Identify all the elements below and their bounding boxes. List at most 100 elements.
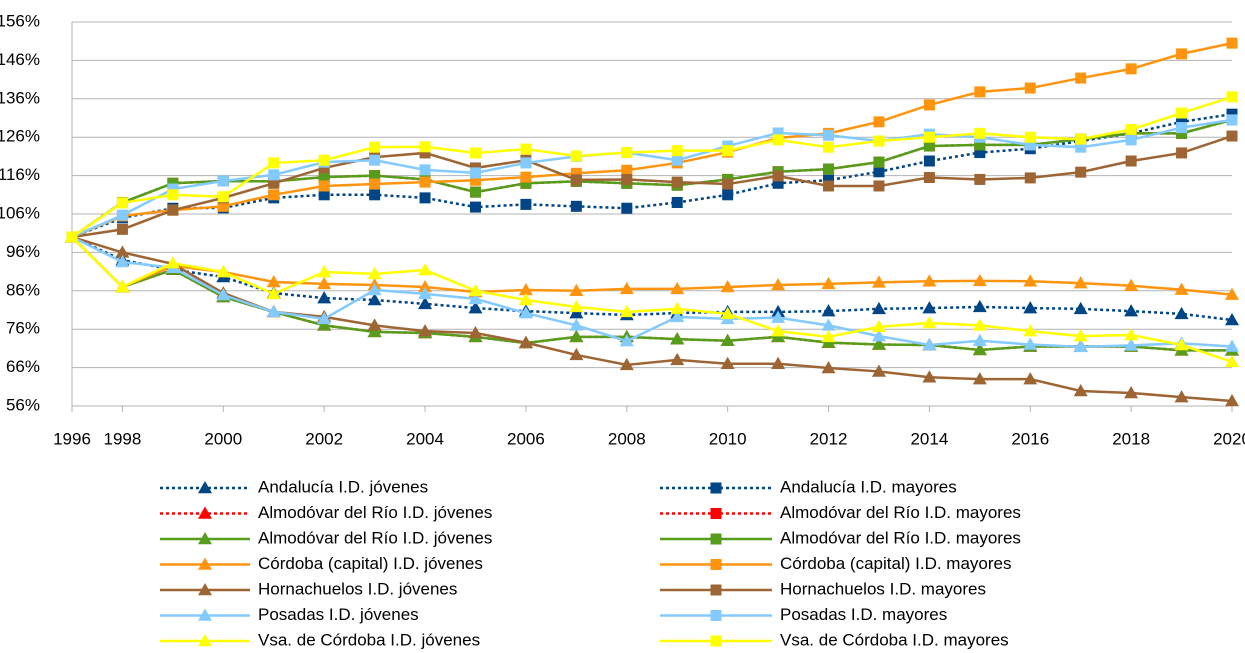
data-point-marker bbox=[873, 180, 885, 192]
data-point-marker bbox=[418, 279, 433, 293]
data-point-marker bbox=[1075, 166, 1087, 178]
y-tick-label: 56% bbox=[6, 395, 40, 414]
data-point-marker bbox=[266, 274, 281, 288]
legend-marker bbox=[198, 557, 212, 570]
data-point-marker bbox=[621, 202, 633, 214]
legend-label: Almodóvar del Río I.D. jóvenes bbox=[258, 528, 492, 547]
data-point-marker bbox=[871, 364, 886, 377]
data-point-marker bbox=[317, 318, 332, 331]
data-point-marker bbox=[369, 178, 381, 190]
data-point-marker bbox=[419, 141, 431, 153]
data-point-marker bbox=[974, 139, 986, 151]
y-tick-label: 86% bbox=[6, 280, 40, 299]
legend-label: Almodóvar del Río I.D. mayores bbox=[780, 503, 1021, 522]
legend-marker bbox=[710, 482, 722, 494]
y-tick-label: 96% bbox=[6, 242, 40, 261]
data-point-marker bbox=[367, 293, 382, 306]
data-point-marker bbox=[418, 286, 433, 300]
data-point-marker bbox=[1125, 134, 1137, 146]
data-point-marker bbox=[1174, 337, 1189, 351]
x-tick-label: 2002 bbox=[305, 429, 343, 448]
data-point-marker bbox=[720, 279, 735, 293]
legend-marker bbox=[710, 610, 722, 621]
data-point-marker bbox=[972, 273, 987, 287]
data-point-marker bbox=[318, 162, 330, 174]
data-point-marker bbox=[518, 335, 533, 348]
data-point-marker bbox=[821, 318, 836, 331]
data-point-marker bbox=[1225, 287, 1239, 300]
series-line bbox=[71, 95, 1233, 239]
series-line bbox=[71, 134, 1233, 239]
data-point-marker bbox=[1176, 107, 1188, 119]
data-point-marker bbox=[469, 147, 481, 159]
data-point-marker bbox=[671, 145, 683, 157]
data-point-marker bbox=[670, 281, 685, 295]
data-point-marker bbox=[317, 311, 332, 325]
data-point-marker bbox=[1023, 324, 1038, 337]
legend-marker bbox=[710, 584, 722, 596]
data-point-marker bbox=[1023, 301, 1038, 314]
x-tick-label: 2018 bbox=[1112, 429, 1150, 448]
legend-label: Andalucía I.D. mayores bbox=[780, 477, 957, 496]
legend-label: Hornachuelos I.D. jóvenes bbox=[258, 579, 457, 598]
data-point-marker bbox=[318, 189, 330, 201]
data-point-marker bbox=[469, 167, 481, 179]
data-point-marker bbox=[469, 186, 481, 198]
data-point-marker bbox=[923, 140, 935, 152]
x-tick-label: 2012 bbox=[810, 429, 848, 448]
x-tick-label: 2004 bbox=[406, 429, 444, 448]
data-point-marker bbox=[268, 157, 280, 169]
data-point-marker bbox=[1176, 122, 1188, 134]
data-point-marker bbox=[823, 141, 835, 153]
data-point-marker bbox=[772, 134, 784, 146]
data-point-marker bbox=[569, 329, 584, 343]
data-point-marker bbox=[569, 347, 584, 361]
data-point-marker bbox=[972, 333, 987, 346]
data-point-marker bbox=[518, 283, 533, 296]
data-point-marker bbox=[167, 204, 179, 216]
data-point-marker bbox=[1225, 312, 1239, 326]
data-point-marker bbox=[165, 256, 180, 269]
data-point-marker bbox=[972, 318, 987, 331]
data-point-marker bbox=[821, 329, 836, 343]
data-point-marker bbox=[1124, 304, 1139, 317]
legend-label: Posadas I.D. mayores bbox=[780, 605, 947, 624]
data-point-marker bbox=[317, 264, 332, 278]
data-point-marker bbox=[871, 275, 886, 288]
data-point-marker bbox=[1024, 82, 1036, 94]
legend-marker bbox=[710, 533, 722, 545]
legend-marker bbox=[710, 508, 722, 519]
data-point-marker bbox=[922, 337, 937, 351]
data-point-marker bbox=[670, 301, 685, 315]
series-line bbox=[71, 236, 1233, 364]
y-tick-label: 66% bbox=[6, 357, 40, 376]
data-point-marker bbox=[871, 337, 886, 350]
data-point-marker bbox=[569, 318, 584, 331]
data-point-marker bbox=[1124, 385, 1139, 399]
data-point-marker bbox=[570, 200, 582, 212]
legend-label: Almodóvar del Río I.D. jóvenes bbox=[258, 503, 492, 522]
data-point-marker bbox=[317, 291, 332, 304]
data-point-marker bbox=[671, 154, 683, 166]
legend-label: Córdoba (capital) I.D. mayores bbox=[780, 554, 1011, 573]
data-point-marker bbox=[367, 266, 382, 280]
data-point-marker bbox=[823, 163, 835, 175]
data-point-marker bbox=[419, 164, 431, 176]
x-tick-label: 2006 bbox=[507, 429, 545, 448]
data-point-marker bbox=[772, 127, 784, 139]
data-point-marker bbox=[570, 150, 582, 162]
data-point-marker bbox=[266, 286, 281, 300]
x-tick-label: 2020 bbox=[1213, 429, 1245, 448]
data-point-marker bbox=[318, 154, 330, 166]
series-line bbox=[71, 118, 1233, 239]
data-point-marker bbox=[419, 147, 431, 159]
series-line bbox=[71, 235, 1233, 322]
data-point-marker bbox=[1125, 155, 1137, 167]
data-point-marker bbox=[369, 170, 381, 182]
data-point-marker bbox=[772, 170, 784, 182]
series-line bbox=[71, 112, 1233, 239]
x-tick-label: 1998 bbox=[104, 429, 142, 448]
data-point-marker bbox=[671, 176, 683, 188]
series-line bbox=[71, 118, 1233, 239]
data-point-marker bbox=[722, 189, 734, 201]
